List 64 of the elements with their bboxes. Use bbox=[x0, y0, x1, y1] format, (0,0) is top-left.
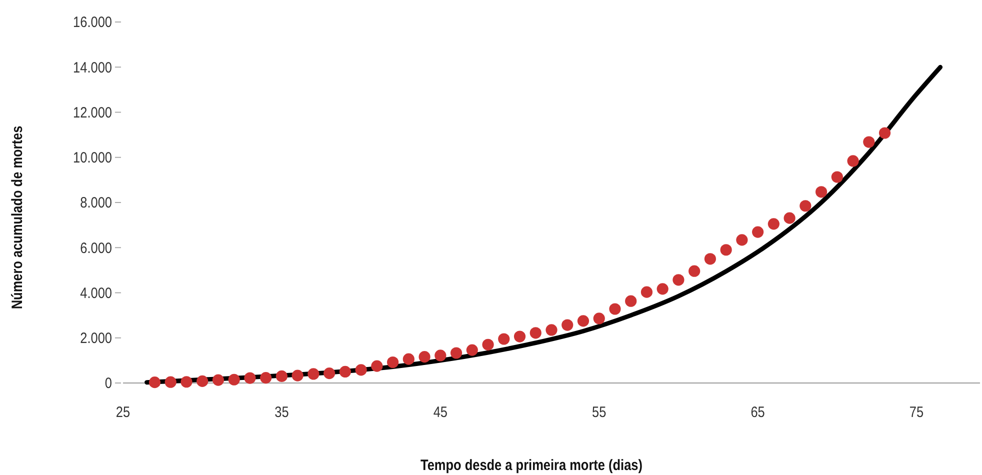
x-tick-label: 55 bbox=[592, 402, 606, 420]
point bbox=[386, 356, 399, 368]
point bbox=[784, 212, 796, 224]
point bbox=[148, 376, 161, 388]
point bbox=[720, 244, 732, 256]
point bbox=[196, 375, 208, 387]
point bbox=[514, 330, 526, 342]
point bbox=[212, 374, 224, 386]
point bbox=[656, 283, 668, 295]
point bbox=[577, 315, 590, 327]
point bbox=[562, 319, 574, 331]
point bbox=[355, 364, 367, 376]
x-axis-title: Tempo desde a primeira morte (dias) bbox=[420, 456, 643, 474]
point bbox=[609, 303, 621, 315]
y-tick-label: 0 bbox=[104, 374, 112, 392]
point bbox=[434, 350, 446, 362]
point bbox=[164, 376, 176, 388]
point bbox=[752, 226, 764, 238]
point bbox=[878, 127, 891, 139]
y-tick-label: 8.000 bbox=[80, 194, 112, 211]
point bbox=[418, 351, 430, 363]
point bbox=[339, 366, 351, 378]
point bbox=[482, 338, 494, 350]
point bbox=[688, 265, 700, 277]
point bbox=[863, 136, 875, 148]
y-tick-label: 2.000 bbox=[80, 329, 112, 346]
y-tick-label: 4.000 bbox=[80, 284, 112, 302]
y-axis-title: Número acumulado de mortes bbox=[8, 126, 26, 310]
point bbox=[625, 295, 637, 307]
point bbox=[180, 376, 192, 388]
x-tick-label: 35 bbox=[274, 402, 290, 420]
point bbox=[466, 344, 478, 356]
x-tick-label: 45 bbox=[433, 402, 448, 420]
x-tick-label: 75 bbox=[909, 402, 924, 420]
point bbox=[704, 253, 716, 265]
point bbox=[546, 324, 558, 336]
point bbox=[498, 333, 510, 345]
point bbox=[768, 218, 780, 230]
y-tick-label: 16.000 bbox=[73, 13, 112, 30]
point bbox=[847, 155, 859, 167]
point bbox=[260, 372, 272, 384]
point bbox=[800, 200, 812, 212]
point bbox=[672, 274, 684, 286]
point bbox=[831, 171, 843, 183]
point bbox=[308, 368, 320, 380]
x-tick-label: 65 bbox=[750, 402, 766, 420]
point bbox=[292, 370, 304, 382]
point bbox=[324, 368, 336, 380]
point bbox=[815, 186, 828, 198]
point bbox=[530, 327, 542, 339]
point bbox=[593, 312, 605, 324]
point bbox=[244, 372, 256, 384]
point bbox=[450, 347, 462, 359]
point bbox=[402, 353, 414, 365]
y-tick-label: 12.000 bbox=[73, 103, 112, 121]
x-tick-label: 25 bbox=[116, 402, 130, 420]
point bbox=[276, 370, 288, 382]
point bbox=[640, 286, 653, 298]
y-tick-label: 10.000 bbox=[73, 148, 112, 166]
y-tick-label: 6.000 bbox=[80, 238, 112, 256]
y-tick-label: 14.000 bbox=[73, 58, 112, 76]
point bbox=[371, 360, 383, 372]
point bbox=[228, 374, 240, 386]
point bbox=[736, 234, 748, 246]
